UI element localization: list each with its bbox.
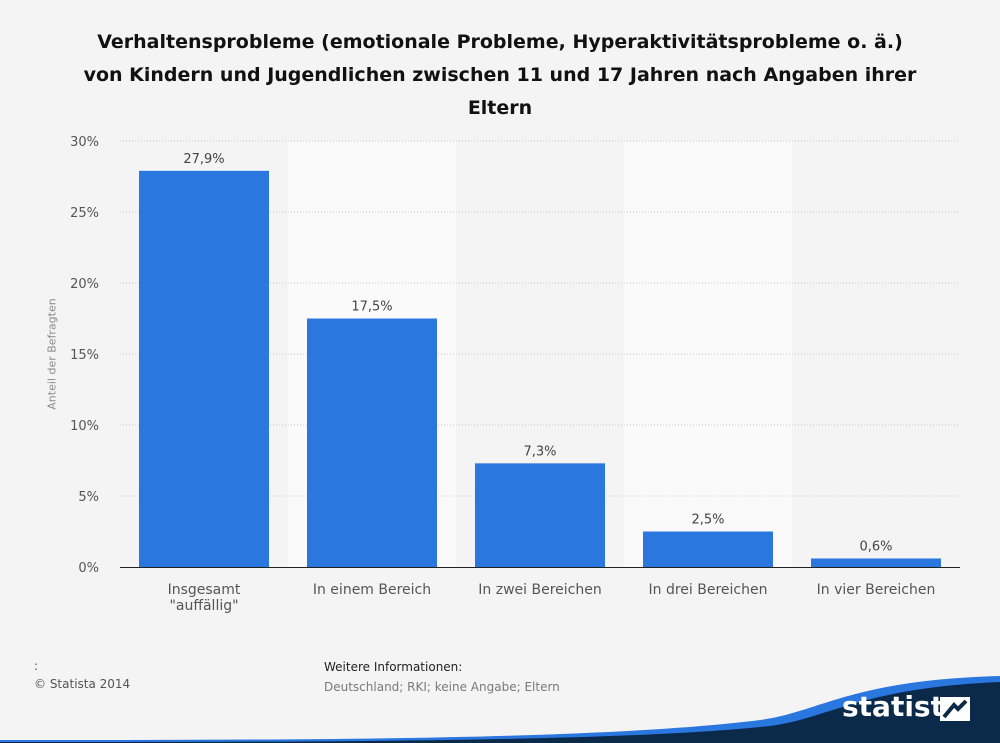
bar-2 bbox=[475, 463, 605, 567]
x-tick-label-3: In drei Bereichen bbox=[649, 582, 768, 598]
chart-title: Verhaltensprobleme (emotionale Probleme,… bbox=[60, 26, 940, 125]
bar-4 bbox=[811, 558, 941, 567]
info-heading: Weitere Informationen: bbox=[324, 660, 463, 674]
title-line-2: von Kindern und Jugendlichen zwischen 11… bbox=[83, 64, 917, 86]
bar-0 bbox=[139, 170, 269, 567]
value-label-3: 2,5% bbox=[691, 513, 724, 528]
value-label-1: 17,5% bbox=[351, 300, 392, 315]
x-tick-label-0-line-1: "auffällig" bbox=[169, 598, 238, 614]
statista-logo-icon bbox=[940, 697, 970, 721]
footer-info: Weitere Informationen: Deutschland; RKI;… bbox=[324, 658, 560, 696]
bar-chart: 0% 5% 10% 15% 20% 25% 30% 27,9% Insgesamt"auffäl… bbox=[70, 135, 960, 614]
y-tick-label-10: 10% bbox=[70, 419, 99, 434]
info-text: Deutschland; RKI; keine Angabe; Eltern bbox=[324, 680, 560, 694]
x-tick-label-2: In zwei Bereichen bbox=[478, 582, 601, 598]
y-tick-label-30: 30% bbox=[70, 135, 99, 150]
footer-source: : © Statista 2014 bbox=[34, 657, 130, 693]
copyright-text: © Statista 2014 bbox=[34, 677, 131, 691]
x-tick-label-0-line-0: Insgesamt bbox=[168, 582, 241, 598]
y-tick-label-20: 20% bbox=[70, 277, 99, 292]
y-tick-label-25: 25% bbox=[70, 206, 99, 221]
value-label-2: 7,3% bbox=[523, 444, 556, 459]
bar-3 bbox=[643, 531, 773, 567]
x-tick-label-4: In vier Bereichen bbox=[817, 582, 936, 598]
title-line-3: Eltern bbox=[467, 97, 533, 119]
bar-1 bbox=[307, 318, 437, 567]
y-tick-label-0: 0% bbox=[78, 561, 99, 576]
footer-colon: : bbox=[34, 659, 39, 673]
brand-banner bbox=[0, 676, 1000, 743]
x-tick-label-1: In einem Bereich bbox=[313, 582, 431, 598]
y-tick-label-5: 5% bbox=[78, 490, 99, 505]
y-tick-label-15: 15% bbox=[70, 348, 99, 363]
value-label-0: 27,9% bbox=[183, 152, 224, 167]
title-line-1: Verhaltensprobleme (emotionale Probleme,… bbox=[97, 31, 903, 53]
y-axis-label: Anteil der Befragten bbox=[45, 298, 59, 410]
value-label-4: 0,6% bbox=[859, 539, 892, 554]
